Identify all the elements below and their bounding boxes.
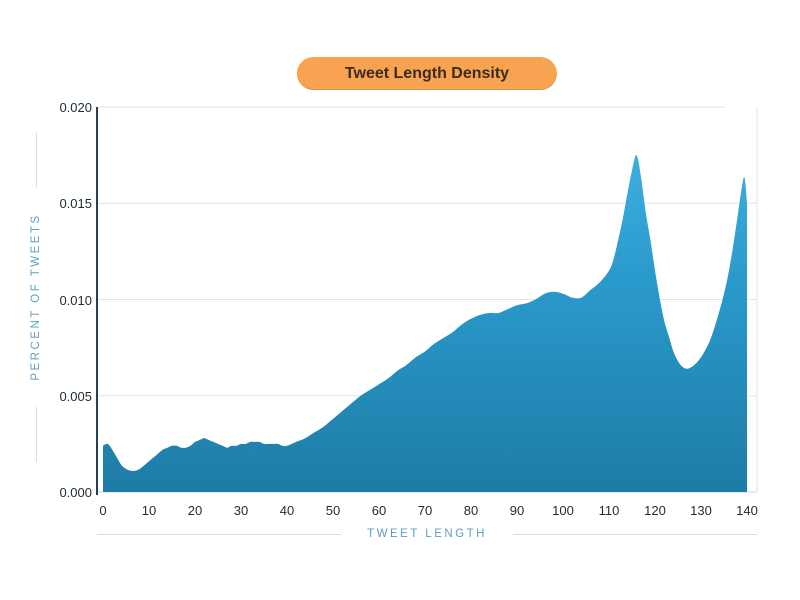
- x-tick-label: 80: [463, 503, 479, 518]
- x-axis-label-rule-left: [97, 533, 342, 535]
- x-tick-label: 20: [187, 503, 203, 518]
- x-tick-label: 120: [644, 503, 666, 518]
- y-tick-label: 0.010: [59, 292, 92, 308]
- x-tick-label: 90: [509, 503, 525, 518]
- x-tick-label: 40: [279, 503, 295, 518]
- x-tick-label: 140: [736, 503, 758, 518]
- x-tick-label: 60: [371, 503, 387, 518]
- x-axis-label-row: TWEET LENGTH: [97, 528, 758, 540]
- x-tick-label: 50: [325, 503, 341, 518]
- y-tick-label: 0.015: [59, 196, 92, 212]
- x-axis-label-rule-right: [512, 533, 758, 535]
- x-tick-label: 110: [598, 503, 620, 518]
- x-tick-label: 30: [233, 503, 249, 518]
- chart-title-badge: Tweet Length Density: [296, 57, 558, 90]
- y-axis-label-rule-top: [35, 406, 37, 462]
- chart-title: Tweet Length Density: [344, 65, 510, 82]
- x-tick-label: 10: [141, 503, 157, 518]
- x-axis-label: TWEET LENGTH: [367, 528, 487, 540]
- y-tick-label: 0.005: [59, 388, 92, 404]
- y-tick-label: 0.000: [59, 485, 92, 500]
- x-tick-label: 100: [552, 503, 574, 518]
- density-area: [103, 154, 747, 492]
- x-tick-label: 130: [690, 503, 712, 518]
- y-axis-label-rule-bottom: [35, 132, 37, 188]
- y-tick-label: 0.020: [59, 100, 92, 115]
- x-tick-label: 0: [99, 503, 107, 518]
- x-tick-label: 70: [417, 503, 433, 518]
